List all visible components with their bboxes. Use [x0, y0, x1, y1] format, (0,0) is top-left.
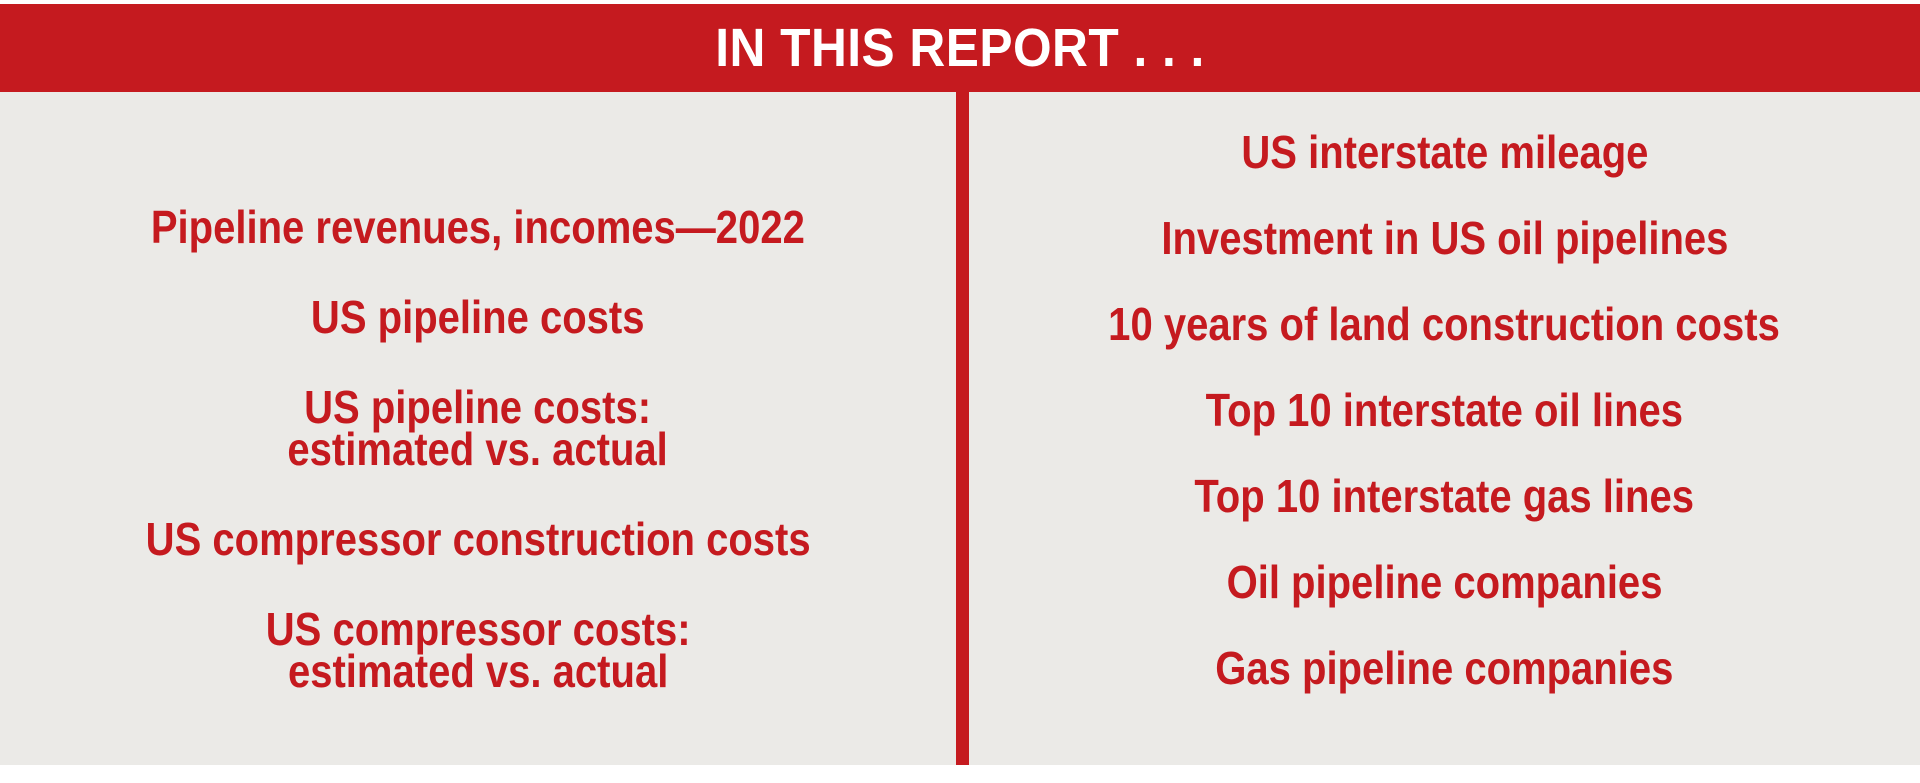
toc-item-top-10-interstate-oil-lines: Top 10 interstate oil lines — [1205, 383, 1684, 436]
toc-item-us-pipeline-costs: US pipeline costs — [311, 290, 645, 343]
toc-item-top-10-interstate-gas-lines: Top 10 interstate gas lines — [1194, 469, 1695, 522]
toc-item-us-compressor-costs-estimated-vs-actual: US compressor costs: estimated vs. actua… — [265, 602, 691, 697]
toc-item-us-pipeline-costs-estimated-vs-actual: US pipeline costs: estimated vs. actual — [287, 380, 669, 475]
report-header-bar: IN THIS REPORT . . . — [0, 4, 1920, 92]
report-title: IN THIS REPORT . . . — [715, 18, 1205, 78]
toc-body: Pipeline revenues, incomes—2022 US pipel… — [0, 92, 1920, 765]
toc-item-pipeline-revenues-incomes: Pipeline revenues, incomes—2022 — [151, 200, 805, 253]
toc-item-us-interstate-mileage: US interstate mileage — [1240, 125, 1649, 178]
toc-item-oil-pipeline-companies: Oil pipeline companies — [1226, 555, 1663, 608]
toc-item-gas-pipeline-companies: Gas pipeline companies — [1215, 641, 1674, 694]
toc-item-10-years-land-construction-costs: 10 years of land construction costs — [1108, 297, 1781, 350]
toc-column-right: US interstate mileage Investment in US o… — [969, 92, 1920, 765]
toc-column-left: Pipeline revenues, incomes—2022 US pipel… — [0, 92, 956, 765]
toc-item-us-compressor-construction-costs: US compressor construction costs — [145, 512, 811, 565]
bottom-margin — [0, 765, 1920, 783]
column-divider — [956, 92, 969, 765]
toc-item-investment-us-oil-pipelines: Investment in US oil pipelines — [1160, 211, 1729, 264]
